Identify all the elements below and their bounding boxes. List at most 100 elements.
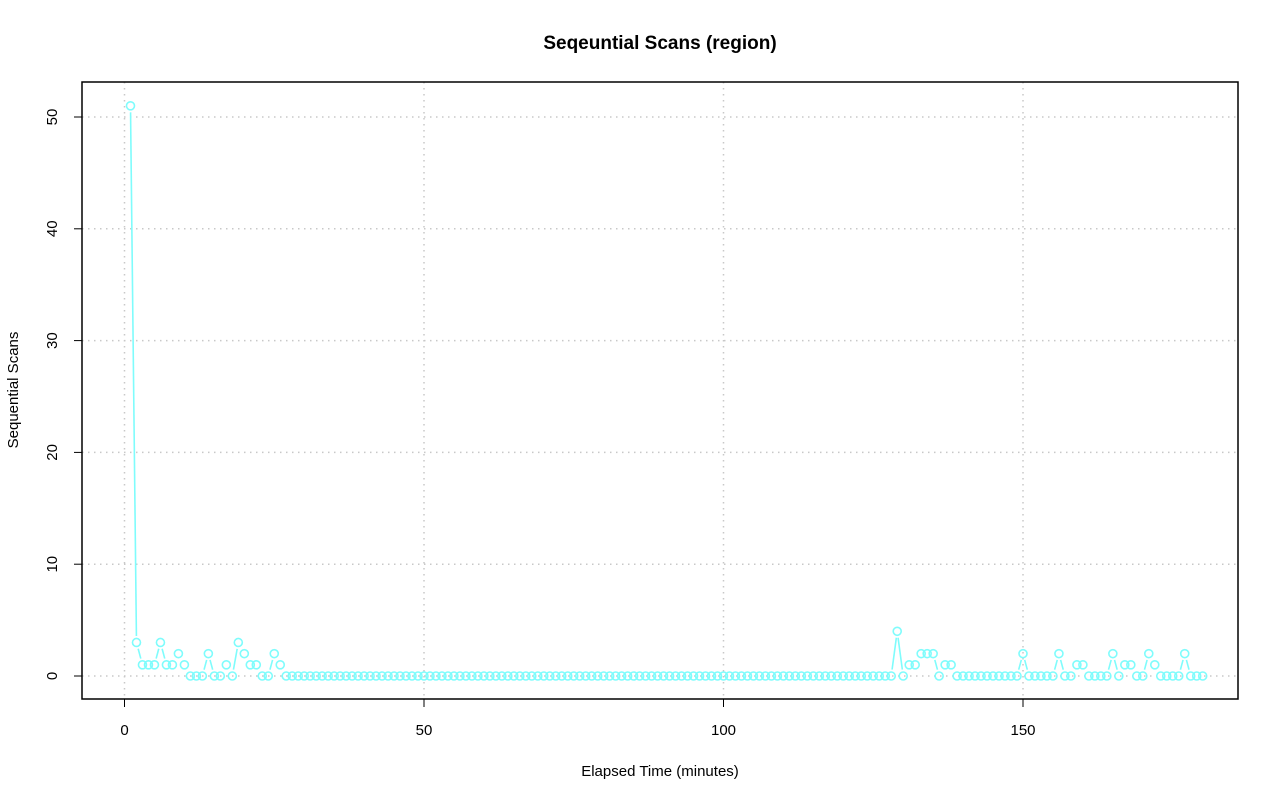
data-point [161,660,172,670]
data-point [682,671,693,681]
data-point [1185,671,1196,681]
data-point [281,671,292,681]
data-point [820,671,831,681]
x-tick-label-150: 150 [1010,722,1035,739]
data-point [407,671,417,681]
series-segment [137,648,142,659]
data-point [964,671,974,681]
chart-title: Seqeuntial Scans (region) [543,33,776,54]
data-point [143,660,154,670]
series-segment [129,112,138,636]
data-point [838,671,849,681]
data-point [251,660,262,670]
data-point [527,671,537,681]
data-point [323,671,333,681]
data-point [335,671,345,681]
data-point [1066,671,1076,681]
data-point [461,671,471,681]
series-segment [897,637,904,670]
data-point [419,671,429,681]
data-point [790,671,801,681]
data-point [1096,671,1106,681]
data-point [610,671,621,681]
data-point [580,671,591,681]
data-point [341,671,351,681]
x-tick-label-100: 100 [711,722,736,739]
data-point [185,671,196,681]
data-point [203,648,214,659]
data-point [898,671,909,681]
data-point [700,671,711,681]
data-point [1167,671,1178,681]
data-point [628,671,639,681]
data-point [802,671,813,681]
data-point [1114,671,1124,681]
series-segment [1113,659,1118,670]
data-point [1042,671,1052,681]
data-point [982,671,992,681]
series-segment [1143,659,1148,670]
data-point [497,671,507,681]
data-point [874,671,885,681]
x-axis: 0 50 100 150 [120,699,1036,739]
data-point [670,671,681,681]
data-point [730,671,741,681]
x-tick-label-0: 0 [120,722,128,739]
data-point [916,648,926,659]
data-point [263,671,274,681]
data-point [149,660,160,670]
data-point [1036,671,1046,681]
data-point [1024,671,1034,681]
data-point [622,671,633,681]
data-point [317,671,327,681]
data-point [191,671,202,681]
data-point [485,671,495,681]
data-point [167,660,178,670]
data-point [1060,671,1070,681]
plot-frame [81,81,1239,700]
data-point [257,671,268,681]
data-point [509,671,519,681]
y-tick-label-30: 30 [44,332,61,349]
data-point [850,671,861,681]
data-point [796,671,807,681]
data-point [329,671,339,681]
series-segment [209,659,214,670]
data-point [784,671,795,681]
data-point [173,648,184,659]
series-segment [1059,659,1065,670]
data-point [736,671,747,681]
data-point [724,671,735,681]
data-point [706,671,717,681]
data-point [1006,671,1016,681]
data-point [215,671,226,681]
data-point [1173,671,1184,681]
data-point [233,637,244,648]
data-point [1102,671,1112,681]
data-point [245,660,256,670]
data-point [269,648,280,659]
data-point [634,671,645,681]
series-segment [161,648,166,659]
series-segment [891,637,898,670]
data-point [952,671,962,681]
data-point [676,671,687,681]
data-point [449,671,459,681]
data-point [1155,671,1166,681]
data-point [910,660,920,670]
data-point [778,671,789,681]
data-point [658,671,669,681]
data-point [556,671,567,681]
data-point [550,671,561,681]
series-segment [203,659,208,670]
data-point [371,671,381,681]
data-point [1018,648,1028,659]
data-point [515,671,525,681]
data-point [275,660,286,670]
data-point [443,671,453,681]
series-segment [1023,659,1029,670]
data-point [1126,660,1136,670]
data-point [347,671,357,681]
y-tick-label-0: 0 [44,672,61,680]
